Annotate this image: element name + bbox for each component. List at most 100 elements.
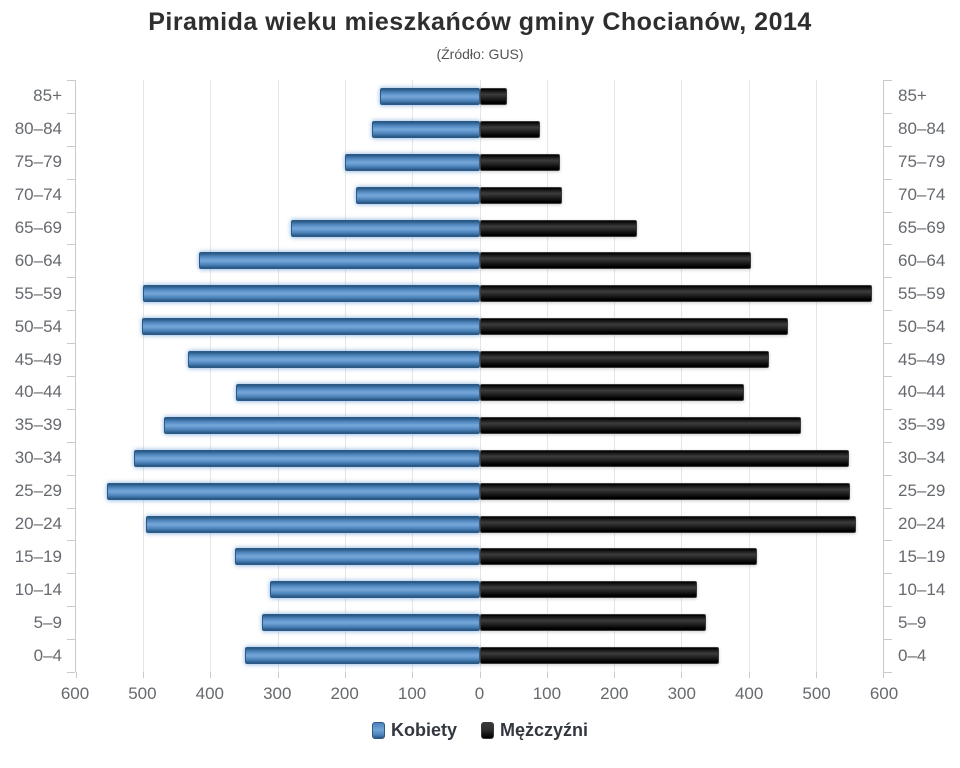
gridline <box>277 80 279 672</box>
x-axis-tick <box>277 672 279 678</box>
bar-men-35-39[interactable] <box>479 416 802 434</box>
category-label-right-60-64: 60–64 <box>898 250 946 270</box>
y-axis-tick-right <box>884 146 892 147</box>
bar-men-5-9[interactable] <box>479 614 706 632</box>
bar-women-80-84[interactable] <box>371 120 480 138</box>
x-axis-tick <box>748 672 750 678</box>
category-label-right-85plus: 85+ <box>898 86 927 106</box>
legend-item-kobiety[interactable]: Kobiety <box>371 720 457 741</box>
value-axis-label-2: 400 <box>195 684 225 703</box>
category-label-right-55-59: 55–59 <box>898 283 946 303</box>
bar-men-55-59[interactable] <box>479 285 872 303</box>
bar-men-65-69[interactable] <box>479 219 638 237</box>
bar-women-60-64[interactable] <box>199 252 480 270</box>
x-axis-tick <box>76 672 77 678</box>
bar-men-45-49[interactable] <box>479 351 770 369</box>
bar-men-20-24[interactable] <box>479 515 856 533</box>
y-axis-tick-right <box>884 508 892 509</box>
value-axis-label-4: 200 <box>330 684 359 703</box>
category-label-right-20-24: 20–24 <box>898 514 946 534</box>
bar-women-40-44[interactable] <box>235 383 480 401</box>
category-label-left-70-74: 70–74 <box>14 185 62 205</box>
category-axis-left: 85+ 80–84 75–79 70–74 65–69 60–64 55–59 50–54 45… <box>0 80 62 672</box>
value-axis-label-9: 300 <box>667 684 696 703</box>
y-axis-tick-left <box>67 508 75 509</box>
y-axis-tick-right <box>884 244 892 245</box>
gridline <box>412 80 414 672</box>
bar-women-15-19[interactable] <box>234 548 480 566</box>
bar-men-15-19[interactable] <box>479 548 757 566</box>
plot-area <box>67 80 892 678</box>
bar-men-40-44[interactable] <box>479 383 744 401</box>
y-axis-tick-left <box>67 310 75 311</box>
bar-women-50-54[interactable] <box>141 318 480 336</box>
bar-women-0-4[interactable] <box>244 647 480 665</box>
category-label-left-40-44: 40–44 <box>14 382 62 402</box>
bar-men-50-54[interactable] <box>479 318 788 336</box>
bar-women-5-9[interactable] <box>262 614 480 632</box>
category-label-right-0-4: 0–4 <box>898 645 927 665</box>
bar-men-75-79[interactable] <box>479 153 560 171</box>
bar-men-70-74[interactable] <box>479 186 562 204</box>
bar-women-85plus[interactable] <box>380 87 480 105</box>
bar-women-30-34[interactable] <box>133 449 480 467</box>
legend-item-mezczyzni[interactable]: Mężczyźni <box>480 720 588 741</box>
category-label-right-40-44: 40–44 <box>898 382 946 402</box>
y-axis-tick-left <box>67 475 75 476</box>
y-axis-tick-left <box>67 146 75 147</box>
category-label-left-80-84: 80–84 <box>14 119 62 139</box>
category-label-right-15-19: 15–19 <box>898 546 946 566</box>
value-axis-label-5: 100 <box>397 684 427 703</box>
bar-women-10-14[interactable] <box>269 581 480 599</box>
category-label-right-70-74: 70–74 <box>898 185 946 205</box>
y-axis-tick-left <box>67 343 75 344</box>
y-axis-tick-right <box>884 343 892 344</box>
bar-men-80-84[interactable] <box>479 120 541 138</box>
bar-men-60-64[interactable] <box>479 252 752 270</box>
y-axis-tick-left <box>67 244 75 245</box>
y-axis-tick-right <box>884 376 892 377</box>
bar-women-20-24[interactable] <box>145 515 480 533</box>
bar-women-55-59[interactable] <box>143 285 480 303</box>
bar-women-35-39[interactable] <box>164 416 480 434</box>
bar-men-25-29[interactable] <box>479 482 851 500</box>
category-label-left-45-49: 45–49 <box>14 349 62 369</box>
category-label-right-35-39: 35–39 <box>898 415 946 435</box>
y-axis-tick-right <box>884 277 892 278</box>
bar-women-25-29[interactable] <box>107 482 480 500</box>
bar-men-0-4[interactable] <box>479 647 719 665</box>
value-axis-label-8: 200 <box>600 684 629 703</box>
y-axis-tick-right <box>884 409 892 410</box>
bar-women-45-49[interactable] <box>187 351 480 369</box>
category-label-right-5-9: 5–9 <box>898 612 927 632</box>
chart-subtitle: (Źródło: GUS) <box>436 46 524 62</box>
category-label-left-50-54: 50–54 <box>14 316 62 336</box>
x-axis-tick <box>546 672 548 678</box>
value-axis-label-10: 400 <box>734 684 764 703</box>
y-axis-tick-left <box>67 442 75 443</box>
y-axis-tick-left <box>67 672 75 673</box>
category-label-left-0-4: 0–4 <box>33 645 62 665</box>
y-axis-tick-left <box>67 212 75 213</box>
y-axis-tick-right <box>884 113 892 114</box>
bar-men-30-34[interactable] <box>479 449 849 467</box>
category-label-left-85plus: 85+ <box>33 86 62 106</box>
bar-men-10-14[interactable] <box>479 581 698 599</box>
bar-women-65-69[interactable] <box>290 219 480 237</box>
bar-women-70-74[interactable] <box>356 186 480 204</box>
category-axis-right: 85+ 80–84 75–79 70–74 65–69 60–64 55–59 50–54 45… <box>898 80 960 672</box>
value-axis-label-1: 500 <box>128 684 157 703</box>
bar-men-85plus[interactable] <box>479 87 507 105</box>
legend: Kobiety Mężczyźni <box>0 720 960 741</box>
category-label-left-15-19: 15–19 <box>14 546 62 566</box>
legend-swatch-men-icon <box>480 722 494 739</box>
x-axis-tick <box>479 672 481 678</box>
gridline <box>681 80 683 672</box>
category-label-left-30-34: 30–34 <box>14 448 62 468</box>
value-axis-labels: 600 500 400 300 200 100 0 100 200 300 400 500 600 <box>61 684 898 706</box>
y-axis-tick-left <box>67 639 75 640</box>
y-axis-tick-right <box>884 672 892 673</box>
bar-women-75-79[interactable] <box>345 153 480 171</box>
y-axis-tick-left <box>67 113 75 114</box>
x-axis-tick <box>210 672 212 678</box>
